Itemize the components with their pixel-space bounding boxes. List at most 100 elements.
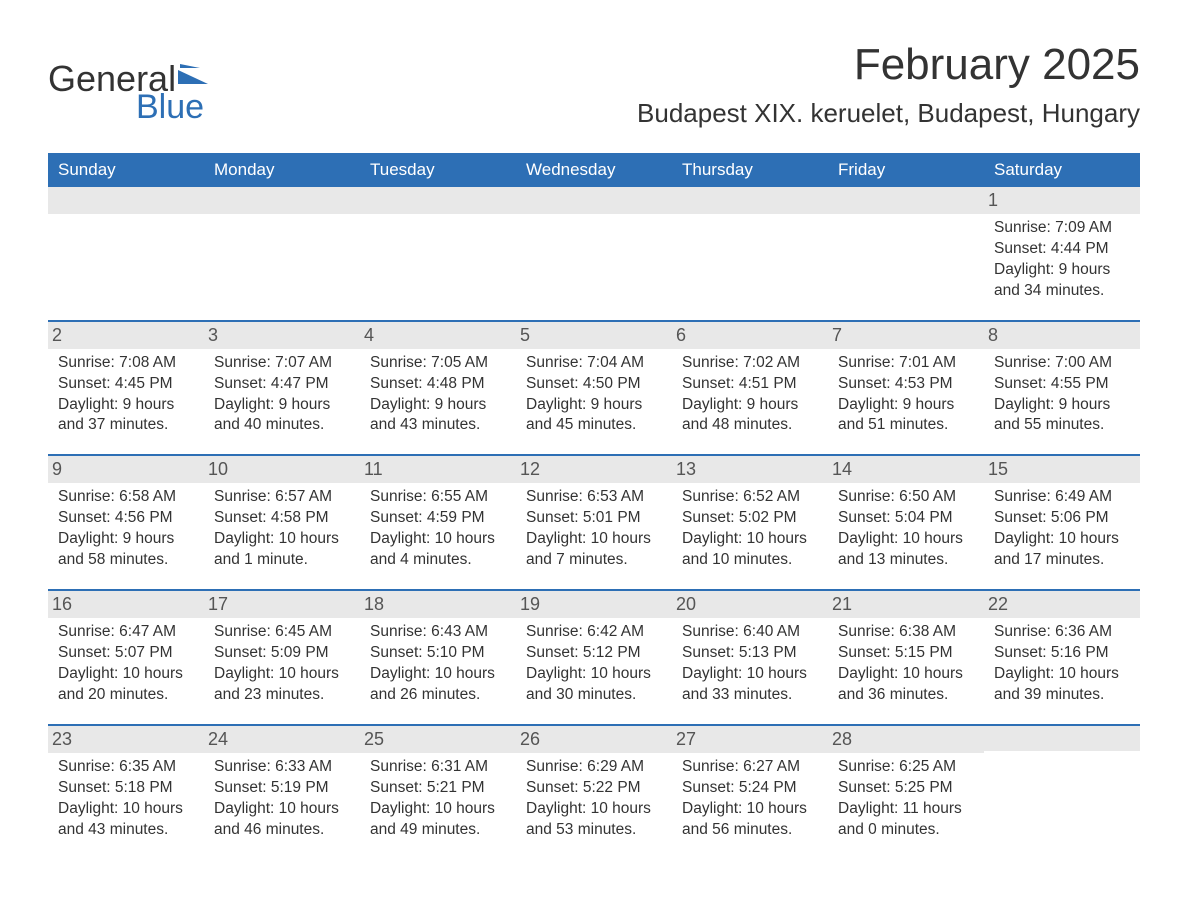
calendar-cell: 12Sunrise: 6:53 AMSunset: 5:01 PMDayligh…	[516, 454, 672, 589]
daylight-text: Daylight: 9 hours and 45 minutes.	[526, 395, 662, 437]
day-header: Friday	[828, 153, 984, 187]
daylight-text: Daylight: 11 hours and 0 minutes.	[838, 799, 974, 841]
calendar-cell: 6Sunrise: 7:02 AMSunset: 4:51 PMDaylight…	[672, 320, 828, 455]
sunset-text: Sunset: 4:48 PM	[370, 374, 506, 395]
title-block: February 2025 Budapest XIX. keruelet, Bu…	[637, 40, 1140, 129]
sunrise-text: Sunrise: 6:58 AM	[58, 487, 194, 508]
calendar-cell: 20Sunrise: 6:40 AMSunset: 5:13 PMDayligh…	[672, 589, 828, 724]
day-info: Sunrise: 6:29 AMSunset: 5:22 PMDaylight:…	[526, 757, 662, 841]
day-header: Tuesday	[360, 153, 516, 187]
day-info: Sunrise: 6:40 AMSunset: 5:13 PMDaylight:…	[682, 622, 818, 706]
sunset-text: Sunset: 4:55 PM	[994, 374, 1130, 395]
sunset-text: Sunset: 5:07 PM	[58, 643, 194, 664]
day-number: 19	[516, 589, 672, 618]
sunrise-text: Sunrise: 6:50 AM	[838, 487, 974, 508]
calendar-cell: 3Sunrise: 7:07 AMSunset: 4:47 PMDaylight…	[204, 320, 360, 455]
sunset-text: Sunset: 5:18 PM	[58, 778, 194, 799]
sunrise-text: Sunrise: 6:53 AM	[526, 487, 662, 508]
sunrise-text: Sunrise: 6:38 AM	[838, 622, 974, 643]
day-number: 10	[204, 454, 360, 483]
daylight-text: Daylight: 10 hours and 49 minutes.	[370, 799, 506, 841]
day-number-empty	[984, 724, 1140, 751]
brand-logo: General Blue	[48, 58, 210, 127]
daylight-text: Daylight: 10 hours and 26 minutes.	[370, 664, 506, 706]
day-number: 1	[984, 187, 1140, 214]
day-number: 18	[360, 589, 516, 618]
day-info: Sunrise: 7:05 AMSunset: 4:48 PMDaylight:…	[370, 353, 506, 437]
day-number: 25	[360, 724, 516, 753]
day-header: Thursday	[672, 153, 828, 187]
calendar-cell: 4Sunrise: 7:05 AMSunset: 4:48 PMDaylight…	[360, 320, 516, 455]
day-info: Sunrise: 6:25 AMSunset: 5:25 PMDaylight:…	[838, 757, 974, 841]
calendar-cell: 8Sunrise: 7:00 AMSunset: 4:55 PMDaylight…	[984, 320, 1140, 455]
day-number: 28	[828, 724, 984, 753]
day-number: 5	[516, 320, 672, 349]
sunrise-text: Sunrise: 6:29 AM	[526, 757, 662, 778]
sunrise-text: Sunrise: 7:00 AM	[994, 353, 1130, 374]
day-number-empty	[516, 187, 672, 214]
day-number-empty	[48, 187, 204, 214]
sunset-text: Sunset: 5:09 PM	[214, 643, 350, 664]
calendar-cell: 13Sunrise: 6:52 AMSunset: 5:02 PMDayligh…	[672, 454, 828, 589]
day-number: 13	[672, 454, 828, 483]
day-number: 6	[672, 320, 828, 349]
day-number-empty	[672, 187, 828, 214]
calendar-cell: 1Sunrise: 7:09 AMSunset: 4:44 PMDaylight…	[984, 187, 1140, 320]
sunset-text: Sunset: 4:47 PM	[214, 374, 350, 395]
day-number: 7	[828, 320, 984, 349]
sunset-text: Sunset: 5:15 PM	[838, 643, 974, 664]
daylight-text: Daylight: 10 hours and 13 minutes.	[838, 529, 974, 571]
daylight-text: Daylight: 9 hours and 34 minutes.	[994, 260, 1130, 302]
sunset-text: Sunset: 5:01 PM	[526, 508, 662, 529]
day-number-empty	[360, 187, 516, 214]
day-info: Sunrise: 7:00 AMSunset: 4:55 PMDaylight:…	[994, 353, 1130, 437]
day-number: 23	[48, 724, 204, 753]
brand-flag-icon	[178, 64, 210, 91]
day-header: Monday	[204, 153, 360, 187]
sunset-text: Sunset: 4:51 PM	[682, 374, 818, 395]
day-info: Sunrise: 6:27 AMSunset: 5:24 PMDaylight:…	[682, 757, 818, 841]
day-number-empty	[828, 187, 984, 214]
calendar-cell: 23Sunrise: 6:35 AMSunset: 5:18 PMDayligh…	[48, 724, 204, 859]
sunrise-text: Sunrise: 6:25 AM	[838, 757, 974, 778]
calendar-cell: 22Sunrise: 6:36 AMSunset: 5:16 PMDayligh…	[984, 589, 1140, 724]
sunset-text: Sunset: 5:19 PM	[214, 778, 350, 799]
calendar-cell: 25 Sunrise: 6:31 AMSunset: 5:21 PMDayligh…	[360, 724, 516, 859]
daylight-text: Daylight: 9 hours and 51 minutes.	[838, 395, 974, 437]
day-header: Wednesday	[516, 153, 672, 187]
sunrise-text: Sunrise: 7:02 AM	[682, 353, 818, 374]
day-info: Sunrise: 6:45 AMSunset: 5:09 PMDaylight:…	[214, 622, 350, 706]
day-info: Sunrise: 7:08 AMSunset: 4:45 PMDaylight:…	[58, 353, 194, 437]
sunset-text: Sunset: 4:44 PM	[994, 239, 1130, 260]
daylight-text: Daylight: 10 hours and 30 minutes.	[526, 664, 662, 706]
daylight-text: Daylight: 10 hours and 33 minutes.	[682, 664, 818, 706]
daylight-text: Daylight: 9 hours and 37 minutes.	[58, 395, 194, 437]
calendar-cell: 27Sunrise: 6:27 AMSunset: 5:24 PMDayligh…	[672, 724, 828, 859]
sunset-text: Sunset: 4:45 PM	[58, 374, 194, 395]
calendar-cell: 21Sunrise: 6:38 AMSunset: 5:15 PMDayligh…	[828, 589, 984, 724]
calendar-cell: 9Sunrise: 6:58 AMSunset: 4:56 PMDaylight…	[48, 454, 204, 589]
day-number: 22	[984, 589, 1140, 618]
sunset-text: Sunset: 4:53 PM	[838, 374, 974, 395]
calendar-cell: 16Sunrise: 6:47 AMSunset: 5:07 PMDayligh…	[48, 589, 204, 724]
daylight-text: Daylight: 10 hours and 4 minutes.	[370, 529, 506, 571]
daylight-text: Daylight: 10 hours and 53 minutes.	[526, 799, 662, 841]
calendar-cell: 5Sunrise: 7:04 AMSunset: 4:50 PMDaylight…	[516, 320, 672, 455]
sunset-text: Sunset: 5:25 PM	[838, 778, 974, 799]
calendar-cell: 24Sunrise: 6:33 AMSunset: 5:19 PMDayligh…	[204, 724, 360, 859]
calendar-cell: 18Sunrise: 6:43 AMSunset: 5:10 PMDayligh…	[360, 589, 516, 724]
daylight-text: Daylight: 10 hours and 56 minutes.	[682, 799, 818, 841]
sunset-text: Sunset: 5:06 PM	[994, 508, 1130, 529]
location-text: Budapest XIX. keruelet, Budapest, Hungar…	[637, 98, 1140, 129]
calendar-cell: 19Sunrise: 6:42 AMSunset: 5:12 PMDayligh…	[516, 589, 672, 724]
sunrise-text: Sunrise: 6:47 AM	[58, 622, 194, 643]
day-info: Sunrise: 6:31 AMSunset: 5:21 PMDaylight:…	[370, 757, 506, 841]
sunrise-text: Sunrise: 6:57 AM	[214, 487, 350, 508]
calendar-cell-empty	[516, 187, 672, 320]
sunset-text: Sunset: 5:22 PM	[526, 778, 662, 799]
daylight-text: Daylight: 10 hours and 43 minutes.	[58, 799, 194, 841]
day-info: Sunrise: 7:01 AMSunset: 4:53 PMDaylight:…	[838, 353, 974, 437]
day-info: Sunrise: 6:53 AMSunset: 5:01 PMDaylight:…	[526, 487, 662, 571]
day-info: Sunrise: 6:55 AMSunset: 4:59 PMDaylight:…	[370, 487, 506, 571]
calendar-cell: 2Sunrise: 7:08 AMSunset: 4:45 PMDaylight…	[48, 320, 204, 455]
